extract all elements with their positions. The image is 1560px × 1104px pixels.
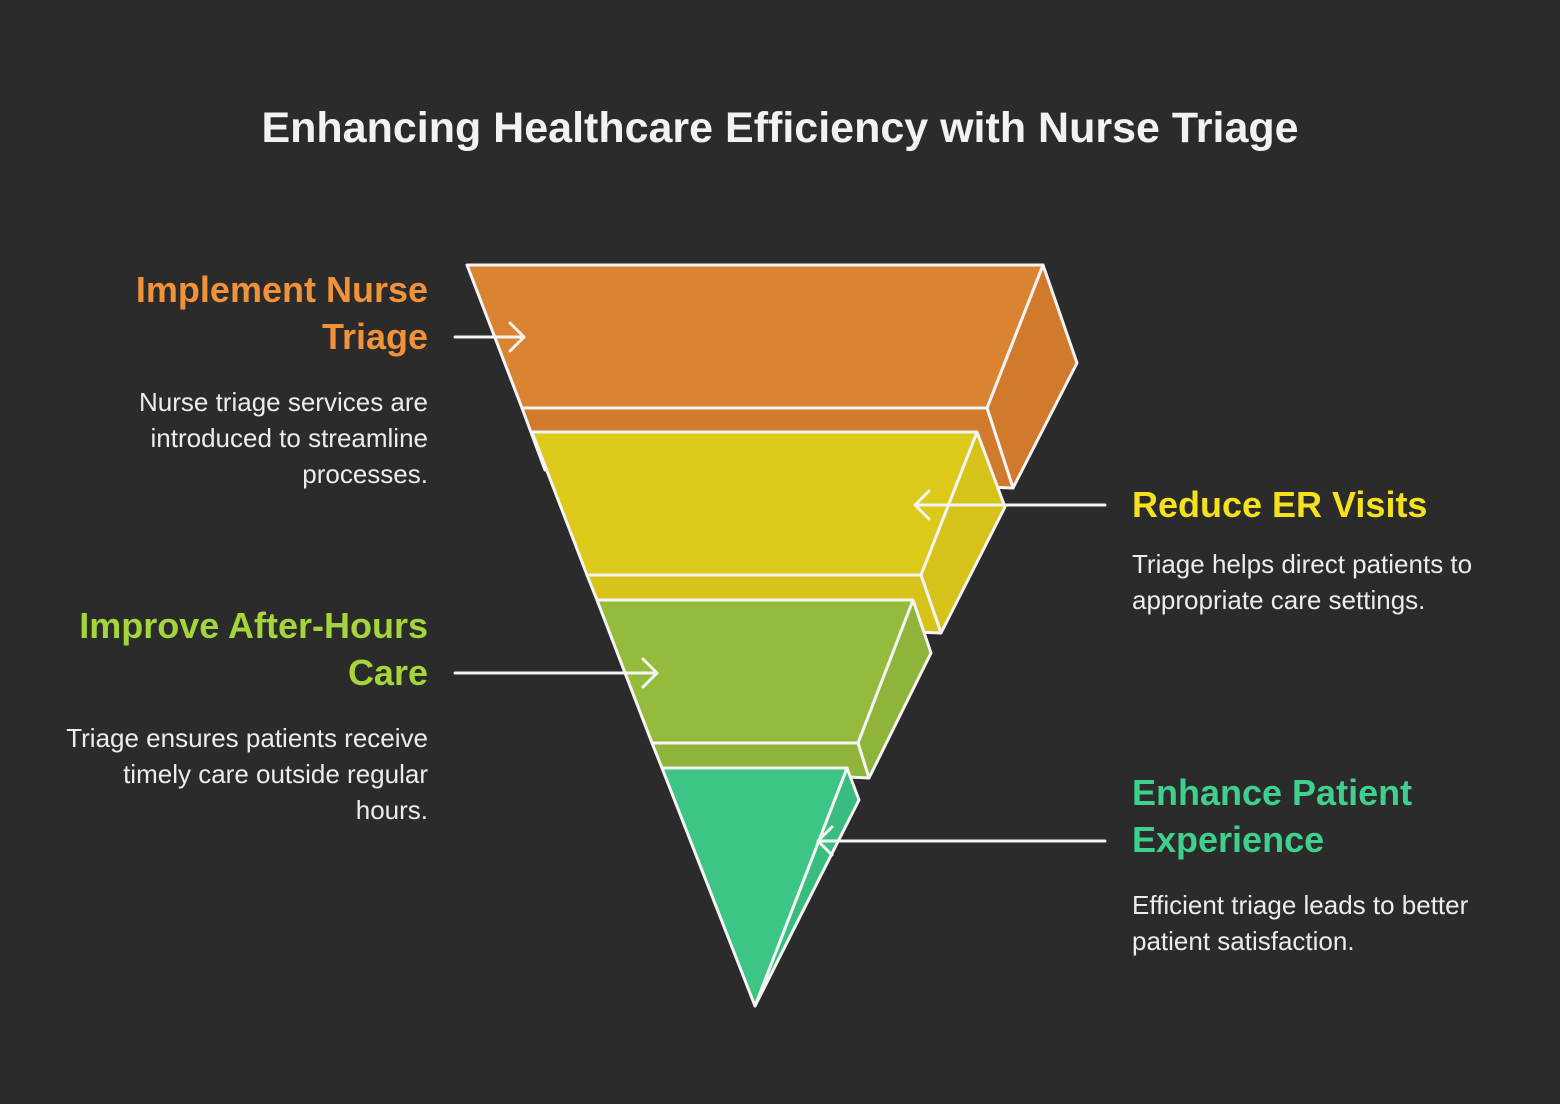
stage-2-text: Reduce ER Visits Triage helps direct pat… — [1132, 481, 1512, 618]
stage-description: Triage ensures patients receive timely c… — [66, 723, 428, 825]
stage-description: Triage helps direct patients to appropri… — [1132, 549, 1473, 615]
arrows — [453, 321, 1107, 857]
stage-4-text: Enhance Patient Experience Efficient tri… — [1132, 769, 1472, 959]
title: Enhancing Healthcare Efficiency with Nur… — [261, 104, 1299, 152]
stage-title: Enhance Patient Experience — [1132, 772, 1413, 860]
stage-1-text: Implement Nurse Triage Nurse triage serv… — [83, 266, 428, 492]
stage-description: Efficient triage leads to better patient… — [1132, 890, 1469, 956]
stage-description: Nurse triage services are introduced to … — [139, 387, 428, 489]
stage-3-text: Improve After-Hours Care Triage ensures … — [43, 602, 428, 828]
stage-4-shape — [660, 766, 861, 1008]
stage-3-shape — [595, 598, 933, 780]
stage-title: Reduce ER Visits — [1132, 484, 1428, 525]
stage-title: Improve After-Hours Care — [79, 605, 428, 693]
stage-title: Implement Nurse Triage — [135, 269, 428, 357]
